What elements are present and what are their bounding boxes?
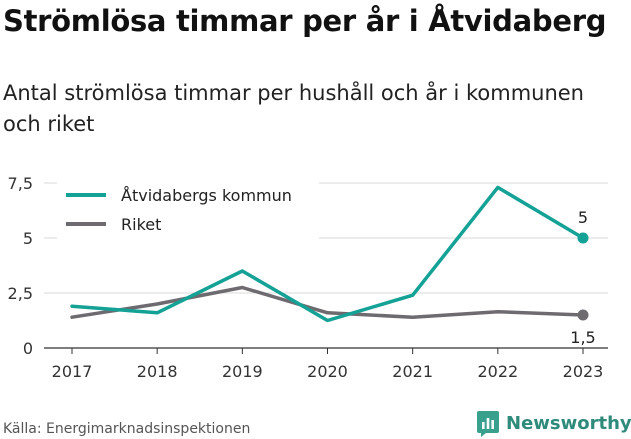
x-tick-label: 2021 bbox=[392, 362, 433, 381]
y-tick-label: 5 bbox=[23, 229, 33, 248]
series-end-point bbox=[577, 309, 589, 321]
end-value-label: 1,5 bbox=[570, 328, 595, 347]
brand-name: Newsworthy bbox=[506, 412, 631, 434]
y-tick-label: 7,5 bbox=[8, 174, 33, 193]
chart-title: Strömlösa timmar per år i Åtvidaberg bbox=[3, 4, 607, 38]
end-labels: 51,5 bbox=[570, 208, 595, 347]
newsworthy-logo-icon bbox=[477, 410, 499, 437]
source-note: Källa: Energimarknadsinspektionen bbox=[3, 421, 251, 437]
series-line bbox=[70, 185, 585, 323]
x-tick-label: 2022 bbox=[477, 362, 518, 381]
x-tick-label: 2018 bbox=[137, 362, 178, 381]
y-axis: 0 2,5 5 7,5 bbox=[8, 174, 33, 358]
brand: Newsworthy bbox=[476, 408, 631, 438]
series-end-point bbox=[577, 232, 589, 244]
legend: Åtvidabergs kommun Riket bbox=[57, 178, 319, 242]
legend-background bbox=[57, 178, 319, 242]
x-tick-label: 2017 bbox=[52, 362, 93, 381]
end-value-label: 5 bbox=[578, 208, 588, 227]
x-tick-label: 2023 bbox=[563, 362, 604, 381]
y-tick-label: 2,5 bbox=[8, 284, 33, 303]
x-tick-label: 2020 bbox=[307, 362, 348, 381]
y-tick-label: 0 bbox=[23, 339, 33, 358]
legend-label: Åtvidabergs kommun bbox=[121, 186, 292, 205]
legend-label: Riket bbox=[121, 215, 161, 234]
x-axis: 2017 2018 2019 2020 2021 2022 2023 bbox=[52, 348, 604, 381]
series-line bbox=[70, 285, 585, 319]
x-tick-label: 2019 bbox=[222, 362, 263, 381]
line-chart: 0 2,5 5 7,5 2017 2018 2019 2020 2021 2022 2023 Åt… bbox=[8, 174, 608, 381]
series-lines bbox=[70, 185, 589, 323]
chart-subtitle: Antal strömlösa timmar per hushåll och å… bbox=[3, 81, 584, 136]
